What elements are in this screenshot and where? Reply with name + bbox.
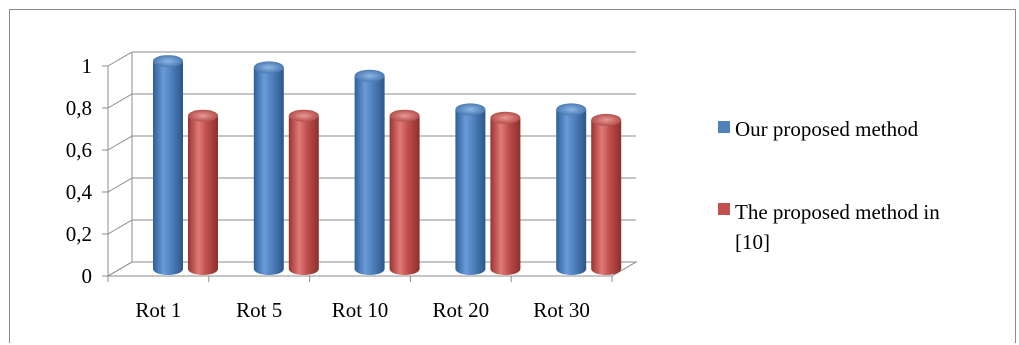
bar-body: [556, 109, 587, 276]
floor: [106, 261, 638, 277]
legend-swatch: [718, 203, 730, 215]
bar-top: [288, 109, 319, 122]
bar: [253, 61, 284, 275]
legend-label: The proposed method in: [735, 200, 940, 224]
chart-frame: [9, 9, 1016, 343]
y-tick-label: 1: [82, 54, 93, 78]
bar: [389, 109, 420, 275]
bars-layer: [153, 55, 622, 276]
bar-top: [556, 103, 587, 116]
legend: Our proposed method The proposed method i…: [718, 117, 940, 254]
gridline-side: [107, 219, 133, 235]
x-tick-label: Rot 20: [433, 298, 490, 322]
bar: [490, 111, 521, 275]
y-tick-label: 0,4: [66, 180, 93, 204]
bar: [288, 109, 319, 275]
bar-top: [490, 111, 521, 124]
bar-body: [354, 75, 385, 275]
x-tick-label: Rot 30: [533, 298, 590, 322]
y-tick-label: 0: [82, 264, 93, 288]
bar-body: [153, 61, 183, 275]
x-tick-label: Rot 10: [332, 298, 389, 322]
bar-body: [490, 117, 521, 275]
bar-top: [153, 55, 183, 68]
bar-body: [288, 115, 319, 275]
bar: [354, 69, 385, 275]
axis-layer: [102, 65, 638, 282]
bar-body: [253, 67, 284, 275]
bar-top: [188, 109, 218, 122]
legend-label-line2: [10]: [735, 230, 770, 254]
bar-top: [253, 61, 284, 74]
y-tick-label: 0,6: [66, 138, 92, 162]
x-tick-label: Rot 1: [135, 298, 181, 322]
y-tick-label: 0,2: [66, 222, 92, 246]
legend-item: The proposed method in [10]: [718, 200, 940, 254]
bar-top: [455, 103, 486, 116]
labels-layer: 0 0,2 0,4 0,6 0,8 1 Rot 1 Rot 5 Rot 10 Rot 20 Rot …: [66, 54, 590, 322]
bar: [591, 113, 622, 276]
bar-body: [389, 115, 420, 275]
bar-body: [188, 115, 218, 275]
bar: [188, 109, 218, 275]
bar-top: [389, 109, 420, 122]
x-tick-label: Rot 5: [236, 298, 282, 322]
legend-label: Our proposed method: [735, 117, 919, 141]
legend-swatch: [718, 121, 730, 133]
legend-item: Our proposed method: [718, 117, 919, 141]
gridline-side: [107, 135, 133, 151]
bar-body: [591, 119, 622, 276]
gridline-side: [107, 51, 133, 67]
y-tick-label: 0,8: [66, 96, 92, 120]
bar-top: [354, 69, 385, 82]
bar-top: [591, 113, 622, 126]
bar: [556, 103, 587, 276]
bar: [455, 103, 486, 276]
bar-body: [455, 109, 486, 276]
gridline-side: [107, 93, 133, 109]
gridline-side: [107, 177, 133, 193]
bar: [153, 55, 183, 275]
